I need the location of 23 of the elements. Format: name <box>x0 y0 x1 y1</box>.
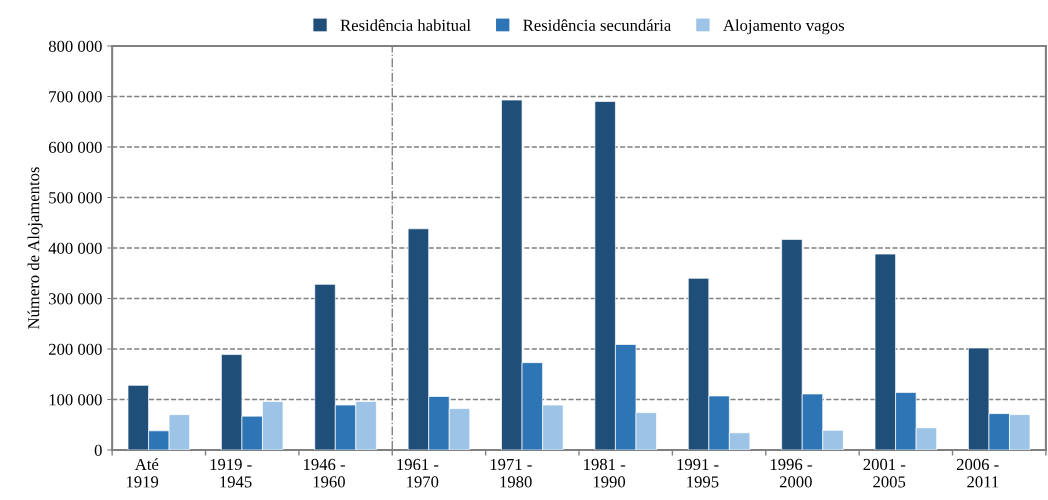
x-tick-label: 1946 - 1960 <box>303 458 345 488</box>
legend-label: Residência secundária <box>523 19 672 31</box>
x-tick-label: 1961 - 1970 <box>397 458 439 488</box>
x-tick-label: 1971 - 1980 <box>490 458 532 488</box>
x-tick-label: 2006 - 2011 <box>956 458 999 488</box>
y-tick-label: 500 000 <box>49 192 102 204</box>
x-tick-label: 2001 - 2005 <box>863 458 906 488</box>
y-tick-label: 300 000 <box>49 293 102 305</box>
y-tick-label: 700 000 <box>49 91 102 103</box>
y-tick-label: 600 000 <box>48 141 102 153</box>
y-tick-label: 0 <box>94 444 102 456</box>
y-tick-label: 400 000 <box>48 242 102 254</box>
x-tick-label: 1996 - 2000 <box>770 458 812 488</box>
x-tick-label: 1919 - 1945 <box>210 458 252 488</box>
legend-label: Alojamento vagos <box>723 19 845 35</box>
legend-label: Residência habitual <box>340 19 471 31</box>
x-tick-label: Até 1919 <box>126 458 159 488</box>
x-tick-label: 1991 - 1995 <box>677 458 719 488</box>
y-axis-title: Número de Alojamentos <box>27 167 43 329</box>
y-tick-label: 100 000 <box>49 394 102 406</box>
x-tick-label: 1981 - 1990 <box>584 458 626 488</box>
y-tick-label: 800 000 <box>48 40 102 52</box>
y-tick-label: 200 000 <box>48 343 102 355</box>
